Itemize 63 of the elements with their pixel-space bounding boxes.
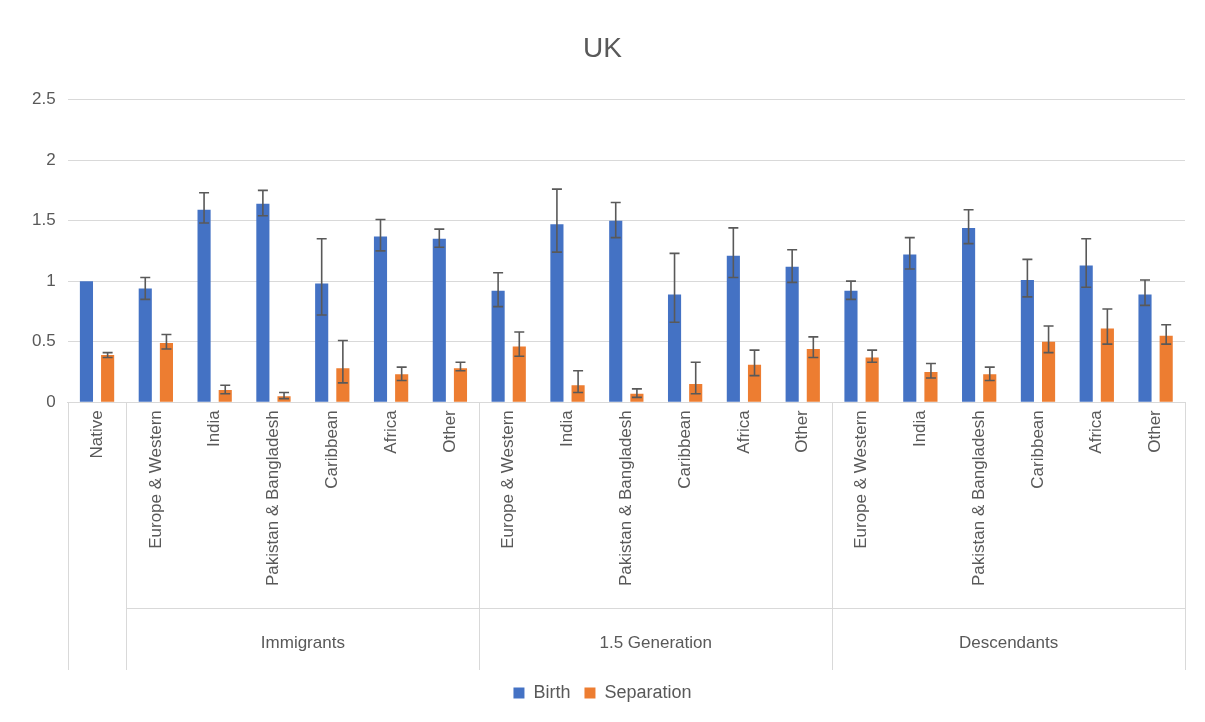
text: Descendants	[958, 632, 1059, 652]
x-tick-label: Caribbean	[674, 410, 694, 489]
bar	[395, 374, 409, 402]
legend-label: Birth	[533, 681, 571, 702]
bar	[453, 368, 468, 402]
text: Immigrants	[260, 632, 345, 652]
bar	[491, 290, 505, 402]
y-tick-label: 2	[46, 149, 56, 169]
x-tick-label: Africa	[380, 409, 400, 454]
bar	[747, 364, 762, 402]
bar	[1138, 294, 1152, 402]
bar	[432, 238, 446, 402]
chart-title: UK	[583, 31, 623, 63]
x-tick-label: Africa	[733, 409, 753, 454]
bar	[138, 288, 152, 402]
x-tick-label: Caribbean	[321, 410, 341, 489]
y-tick-label: 2.5	[31, 89, 56, 109]
bar	[806, 348, 820, 402]
y-tick-label: 1	[46, 270, 56, 290]
x-tick-label: Europe & Western	[498, 410, 518, 549]
bar	[550, 224, 564, 402]
bar	[924, 371, 938, 402]
bar	[903, 254, 917, 402]
x-tick-label: Pakistan & Bangladesh	[968, 410, 988, 587]
y-tick-label: 1.5	[31, 210, 56, 230]
x-tick-label: Native	[86, 410, 106, 459]
x-tick-label: Pakistan & Bangladesh	[263, 410, 283, 587]
bar	[101, 355, 115, 402]
x-tick-label: Other	[439, 409, 459, 453]
bar	[197, 209, 211, 402]
x-tick-label: Caribbean	[1027, 410, 1047, 489]
bar	[726, 255, 740, 402]
bar	[315, 283, 329, 402]
bar	[159, 342, 173, 402]
x-tick-label: Africa	[1086, 409, 1106, 454]
legend-label: Separation	[604, 681, 692, 702]
bar	[1042, 341, 1056, 402]
bar	[785, 266, 799, 402]
x-tick-label: India	[910, 409, 930, 448]
bar	[1100, 328, 1114, 402]
bar	[667, 294, 682, 402]
x-tick-label: Europe & Western	[851, 410, 871, 549]
bar	[962, 227, 976, 402]
x-tick-label: India	[557, 409, 577, 448]
bar	[865, 357, 879, 402]
y-tick-label: 0.5	[31, 331, 56, 351]
bar	[1159, 335, 1173, 402]
bar	[983, 374, 997, 402]
x-tick-label: India	[204, 409, 224, 448]
y-tick-label: 0	[46, 391, 56, 411]
bar	[1020, 279, 1034, 402]
x-tick-label: Other	[792, 409, 812, 453]
x-tick-label: Other	[1145, 409, 1165, 453]
x-tick-label: Pakistan & Bangladesh	[616, 410, 635, 587]
bar	[1079, 265, 1093, 402]
bar	[373, 236, 388, 402]
bar	[512, 346, 526, 402]
bar	[79, 281, 94, 402]
bar	[609, 220, 623, 402]
bar	[256, 203, 270, 402]
text: 1.5 Generation	[599, 632, 712, 652]
x-tick-label: Europe & Western	[145, 410, 165, 549]
bar	[844, 290, 858, 402]
